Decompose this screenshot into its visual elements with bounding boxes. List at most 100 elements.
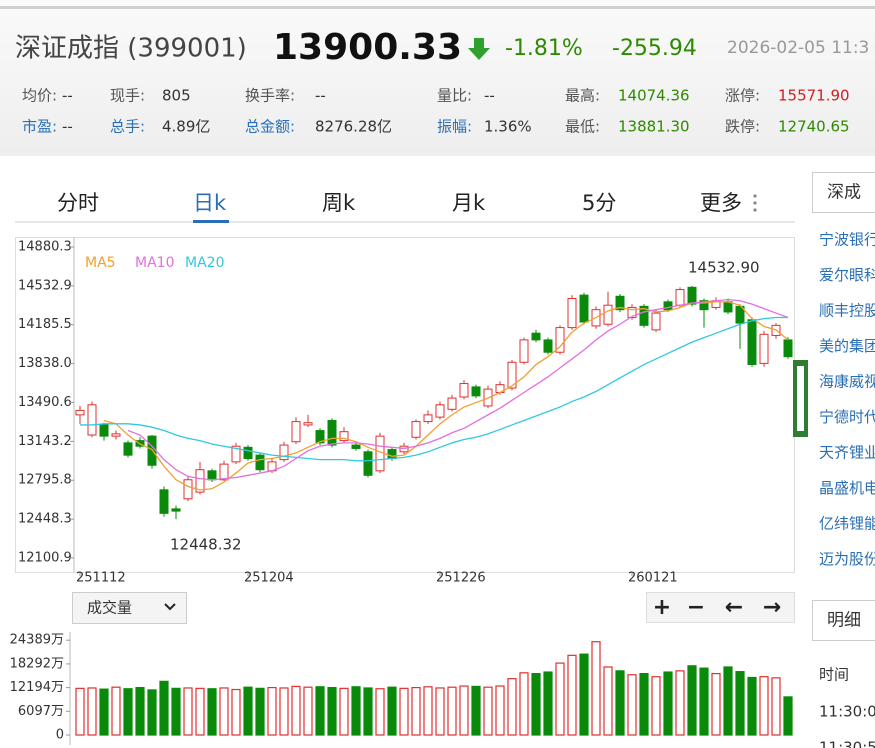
- side-tab-label: 深成: [827, 183, 861, 203]
- stat-label: 换手率:: [245, 87, 295, 105]
- volume-bar: [267, 686, 277, 736]
- stock-link[interactable]: 迈为股份: [819, 550, 875, 568]
- low-annotation: 12448.32: [170, 536, 242, 554]
- volume-bar: [459, 685, 469, 736]
- volume-bar: [651, 676, 661, 736]
- stat-label: 市盈:: [22, 118, 57, 136]
- stat-label: 跌停:: [725, 118, 760, 136]
- volume-bar: [195, 687, 205, 736]
- stat-label: 现手:: [110, 87, 145, 105]
- vol-tick-label: 6097万: [18, 704, 64, 719]
- tab[interactable]: 周k: [322, 191, 356, 215]
- candle-body: [111, 433, 121, 437]
- volume-bar: [351, 686, 361, 736]
- volume-bar: [123, 688, 133, 736]
- volume-bar: [495, 685, 505, 736]
- volume-bar: [663, 671, 673, 736]
- y-tick-label: 13143.2: [18, 434, 72, 449]
- candle-body: [747, 319, 757, 366]
- candle-body: [651, 312, 661, 331]
- top-rule: [0, 6, 875, 9]
- candle-body: [759, 333, 769, 364]
- stock-link[interactable]: 顺丰控股: [819, 302, 875, 320]
- candle-body: [171, 508, 181, 512]
- candle-body: [87, 404, 97, 436]
- down-arrow: [468, 38, 490, 60]
- volume-bar: [219, 687, 229, 736]
- stat-label: 最低:: [565, 118, 600, 136]
- y-tick-label: 12100.9: [18, 551, 72, 566]
- tab[interactable]: 5分: [582, 191, 616, 215]
- volume-bar: [687, 665, 697, 736]
- candle-body: [387, 449, 397, 460]
- candle-body: [219, 463, 229, 481]
- volume-bar: [243, 686, 253, 736]
- ma-line: [80, 316, 788, 462]
- volume-bar: [399, 687, 409, 736]
- stock-link[interactable]: 宁波银行: [819, 231, 875, 249]
- volume-bar: [183, 687, 193, 736]
- volume-bar: [675, 670, 685, 736]
- volume-bar: [483, 686, 493, 736]
- volume-bar: [723, 666, 733, 736]
- tab[interactable]: 分时: [57, 191, 99, 215]
- y-tick-label: 14185.5: [18, 317, 72, 332]
- volume-bar: [375, 688, 385, 736]
- candle-body: [363, 451, 373, 476]
- candle-body: [243, 446, 253, 460]
- volume-bar: [591, 641, 601, 736]
- time-header: 时间: [819, 666, 849, 684]
- tab[interactable]: 更多: [700, 191, 742, 215]
- candle-body: [315, 430, 325, 444]
- volume-bar: [555, 662, 565, 736]
- volume-bar: [711, 672, 721, 736]
- stock-link[interactable]: 亿纬锂能: [819, 515, 875, 533]
- more-dot: [753, 194, 757, 198]
- candle-body: [291, 421, 301, 443]
- stock-link[interactable]: 爱尔眼科: [819, 266, 875, 284]
- stat-value: 12740.65: [778, 118, 850, 136]
- volume-bar: [735, 671, 745, 736]
- stock-link[interactable]: 海康威视: [819, 373, 875, 391]
- stat-label: 涨停:: [725, 87, 760, 105]
- stat-label: 总金额:: [245, 118, 295, 136]
- stat-value: 14074.36: [618, 87, 690, 105]
- candle-body: [615, 295, 625, 311]
- tool-button[interactable]: −: [687, 595, 705, 620]
- volume-select[interactable]: [72, 592, 187, 624]
- stat-value: 8276.28亿: [315, 118, 392, 136]
- candle-body: [327, 419, 337, 446]
- candle-body: [75, 409, 85, 416]
- volume-bar: [519, 672, 529, 736]
- side-tab: [812, 172, 875, 213]
- time-cell: 11:30:5: [819, 739, 875, 748]
- tab[interactable]: 月k: [452, 191, 486, 215]
- stat-value: 13881.30: [618, 118, 690, 136]
- stat-value: 15571.90: [778, 87, 850, 105]
- y-tick-label: 14532.9: [18, 278, 72, 293]
- volume-bar: [159, 680, 169, 736]
- candle-body: [723, 301, 733, 313]
- volume-bar: [207, 688, 217, 736]
- tool-button[interactable]: →: [763, 595, 781, 620]
- candle-body: [99, 424, 109, 437]
- candle-body: [411, 421, 421, 438]
- volume-bar: [783, 696, 793, 736]
- y-tick-label: 12795.8: [18, 473, 72, 488]
- stat-value: --: [62, 87, 73, 105]
- toolbar: [646, 592, 795, 623]
- stock-link[interactable]: 美的集团: [819, 337, 875, 355]
- volume-bar: [147, 689, 157, 736]
- tool-button[interactable]: ←: [725, 595, 743, 620]
- tool-button[interactable]: +: [653, 595, 671, 620]
- tab[interactable]: 日k: [193, 191, 227, 215]
- stock-link[interactable]: 晶盛机电: [819, 479, 875, 497]
- legend-entry: MA20: [185, 255, 224, 271]
- stock-link[interactable]: 宁德时代: [819, 408, 875, 426]
- volume-bar: [303, 686, 313, 736]
- volume-bar: [411, 686, 421, 736]
- volume-bar: [471, 685, 481, 736]
- stock-link[interactable]: 天齐锂业: [819, 444, 875, 462]
- volume-bar: [771, 677, 781, 736]
